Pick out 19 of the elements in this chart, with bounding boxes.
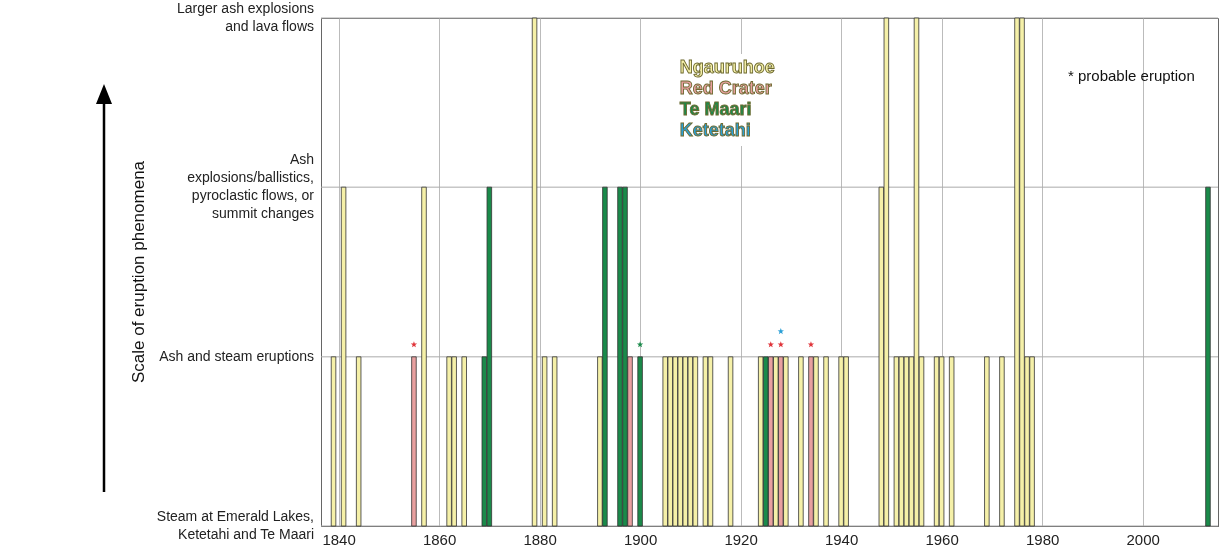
text: Ketetahi [679,120,751,140]
ref-line-label: Steam at Emerald Lakes, Ketetahi and Te Maari [156,508,314,542]
annotation: * probable eruption [1068,67,1195,84]
x-tick-label: 1920 [724,530,758,548]
text: Te Maari [679,99,752,119]
x-tick-label: 1860 [422,530,457,548]
ref-line-label: Ash and steam eruptions [159,347,314,364]
x-tick-label: 1940 [824,530,859,548]
ref-line-label: Larger ash explosions and lava flows [177,0,314,34]
x-tick-label: 1880 [523,530,557,548]
x-tick-label: 1840 [322,530,356,548]
x-tick-label: 1960 [925,530,959,548]
x-tick-label: 1900 [623,530,658,548]
ref-line-label: Ash explosions/ballistics, pyroclastic flows, or summit changes [187,151,315,222]
x-tick-label: 1980 [1025,530,1060,548]
x-tick-label: 2000 [1126,530,1160,548]
text: Ngauruhoe [679,57,775,77]
text: Red Crater [679,78,772,98]
text: Scale of eruption phenomena [129,160,148,384]
